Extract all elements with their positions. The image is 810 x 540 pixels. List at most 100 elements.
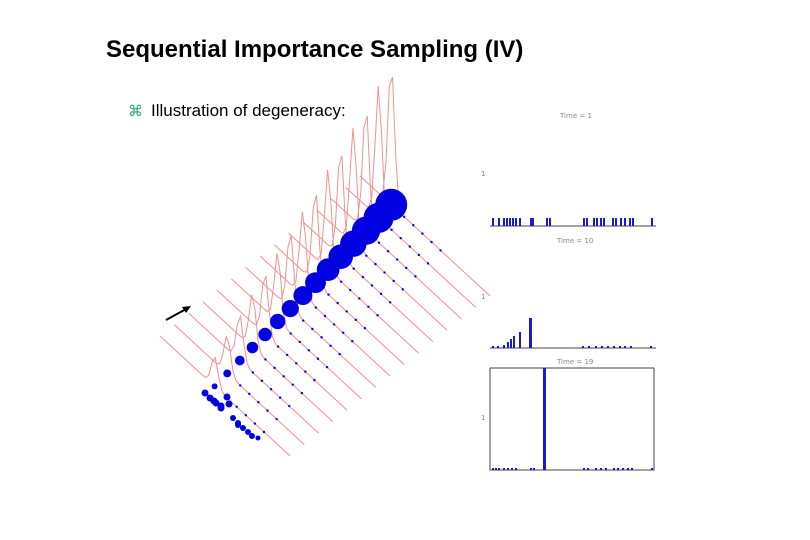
particle-dot	[383, 271, 386, 274]
density-slice	[216, 275, 348, 411]
particle-dot	[217, 402, 225, 410]
weight-bar	[600, 218, 602, 226]
particle-dot	[395, 258, 399, 261]
y-tick-label: 1	[481, 170, 485, 178]
particle-dot	[291, 383, 294, 386]
weight-bar	[583, 218, 585, 226]
particle-dot	[201, 389, 209, 397]
particle-dot	[278, 396, 282, 399]
weight-bar	[512, 218, 514, 226]
particle-dot	[253, 422, 257, 425]
weight-bar	[617, 468, 619, 470]
particle-dot	[327, 293, 330, 296]
weight-bar	[532, 218, 534, 226]
particle-dot	[354, 318, 358, 322]
bullet-item: ⌘ Illustration of degeneracy:	[128, 101, 346, 121]
density-slice	[173, 324, 305, 445]
particle-dot	[374, 262, 377, 266]
density-slice	[245, 235, 377, 388]
density-slice	[316, 128, 448, 331]
particle-blob	[246, 341, 259, 354]
particle-dot	[235, 422, 241, 428]
weight-bar	[511, 468, 513, 470]
command-icon: ⌘	[128, 103, 143, 120]
weight-bar	[503, 218, 505, 226]
weight-bar	[509, 218, 511, 226]
particle-dot	[223, 393, 231, 401]
density-slice	[345, 86, 477, 308]
particle-dot	[392, 279, 395, 283]
particle-dot	[302, 319, 305, 322]
weight-bar	[510, 339, 512, 348]
panel-time-19: Time = 19 1	[481, 358, 655, 471]
weight-bar	[613, 346, 615, 348]
particle-dot	[365, 254, 368, 257]
weight-bar	[632, 218, 634, 226]
particle-dot	[314, 306, 318, 309]
particle-blob	[293, 286, 313, 306]
weight-bar	[651, 218, 653, 226]
slide-title: Sequential Importance Sampling (IV)	[106, 36, 524, 63]
particle-blob	[211, 383, 218, 390]
bars	[492, 318, 652, 348]
weight-bar	[507, 468, 509, 470]
density-slice	[231, 253, 362, 400]
weight-bar	[595, 346, 597, 348]
particle-dot	[399, 236, 402, 240]
weight-bar	[506, 218, 508, 226]
particle-dot	[405, 266, 408, 270]
particle-dot	[239, 384, 242, 387]
particle-dot	[276, 345, 280, 348]
weight-bar	[603, 218, 605, 226]
particle-dot	[370, 284, 374, 287]
particle-dot	[358, 297, 361, 300]
weight-bar	[588, 346, 590, 348]
panel-time-10: Time = 10 1	[481, 237, 656, 349]
particle-dot	[282, 375, 285, 378]
particle-dot	[403, 215, 406, 218]
particle-dot	[351, 340, 354, 343]
particle-dot	[379, 292, 383, 296]
weight-bar	[593, 218, 595, 226]
weight-bar	[595, 468, 597, 470]
weight-bar	[498, 218, 500, 226]
weight-bar	[583, 468, 585, 470]
particle-dot	[367, 305, 370, 309]
particle-dot	[345, 310, 348, 313]
weight-bar	[622, 468, 624, 470]
particle-blob	[258, 327, 272, 342]
particle-dot	[377, 241, 381, 244]
particle-dot	[304, 370, 307, 373]
particle-dot	[262, 430, 266, 434]
particle-dot	[245, 429, 251, 435]
particle-dot	[225, 400, 233, 408]
weight-bar	[620, 218, 622, 226]
weight-bar	[495, 468, 497, 470]
particle-dot	[439, 249, 442, 252]
bullet-text: Illustration of degeneracy:	[151, 101, 346, 120]
particle-dot	[352, 267, 355, 270]
weight-bar	[631, 468, 633, 470]
weight-bar	[612, 218, 614, 226]
particle-dot	[430, 240, 433, 244]
density-slice	[273, 195, 405, 365]
particle-dot	[210, 397, 218, 405]
weight-bar	[619, 346, 621, 348]
weight-bar	[627, 468, 629, 470]
weight-bar	[650, 346, 652, 348]
weight-bar	[519, 218, 521, 226]
particle-dot	[401, 288, 404, 291]
time-direction-arrow-icon	[165, 306, 191, 321]
density-slice	[288, 169, 419, 354]
particle-dot	[260, 379, 264, 383]
weight-bar	[513, 336, 515, 348]
particle-dot	[257, 401, 260, 404]
weight-bar	[546, 218, 548, 226]
y-tick-label: 1	[481, 293, 485, 301]
particle-dot	[386, 249, 390, 253]
particle-dot	[311, 327, 314, 331]
particle-weights	[201, 188, 442, 441]
weight-bar	[503, 468, 505, 470]
panel-frame	[489, 367, 655, 471]
